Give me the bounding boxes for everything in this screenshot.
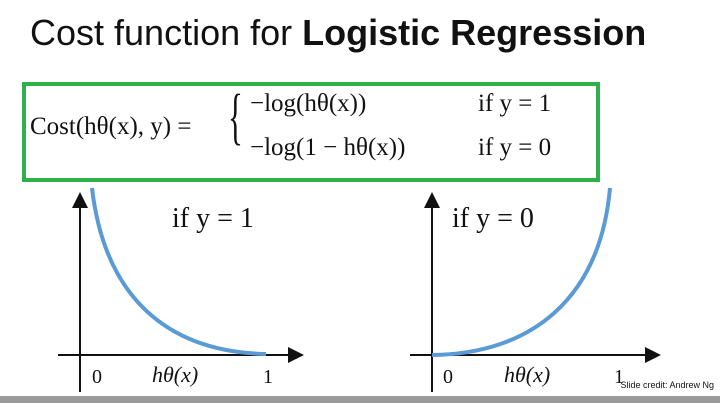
plot-left-label: if y = 1 bbox=[172, 203, 254, 234]
case0-cond: if y = 0 bbox=[478, 134, 552, 161]
bottom-bar bbox=[0, 396, 720, 403]
title-text: Cost function for bbox=[30, 12, 303, 53]
right-x-label: hθ(x) bbox=[504, 362, 551, 387]
left-tick-1: 1 bbox=[263, 366, 273, 388]
case0-expr: −log(1 − hθ(x)) bbox=[250, 134, 406, 161]
curve-y1 bbox=[90, 187, 267, 356]
right-tick-1: 1 bbox=[614, 366, 624, 388]
slide-title: Cost function for Logistic Regression bbox=[30, 12, 646, 54]
formula-lhs: Cost(hθ(x), y) = bbox=[30, 113, 192, 140]
right-tick-0: 0 bbox=[443, 366, 453, 388]
brace: { bbox=[228, 83, 243, 151]
plot-right-label: if y = 0 bbox=[452, 203, 534, 234]
title-bold: Logistic Regression bbox=[302, 12, 647, 53]
formula-box bbox=[22, 82, 600, 182]
left-tick-0: 0 bbox=[92, 366, 102, 388]
left-x-label: hθ(x) bbox=[152, 362, 199, 387]
slide-credit: Slide credit: Andrew Ng bbox=[620, 380, 714, 390]
case1-cond: if y = 1 bbox=[478, 90, 552, 117]
curve-y0 bbox=[431, 187, 612, 357]
case1-expr: −log(hθ(x)) bbox=[250, 90, 367, 117]
